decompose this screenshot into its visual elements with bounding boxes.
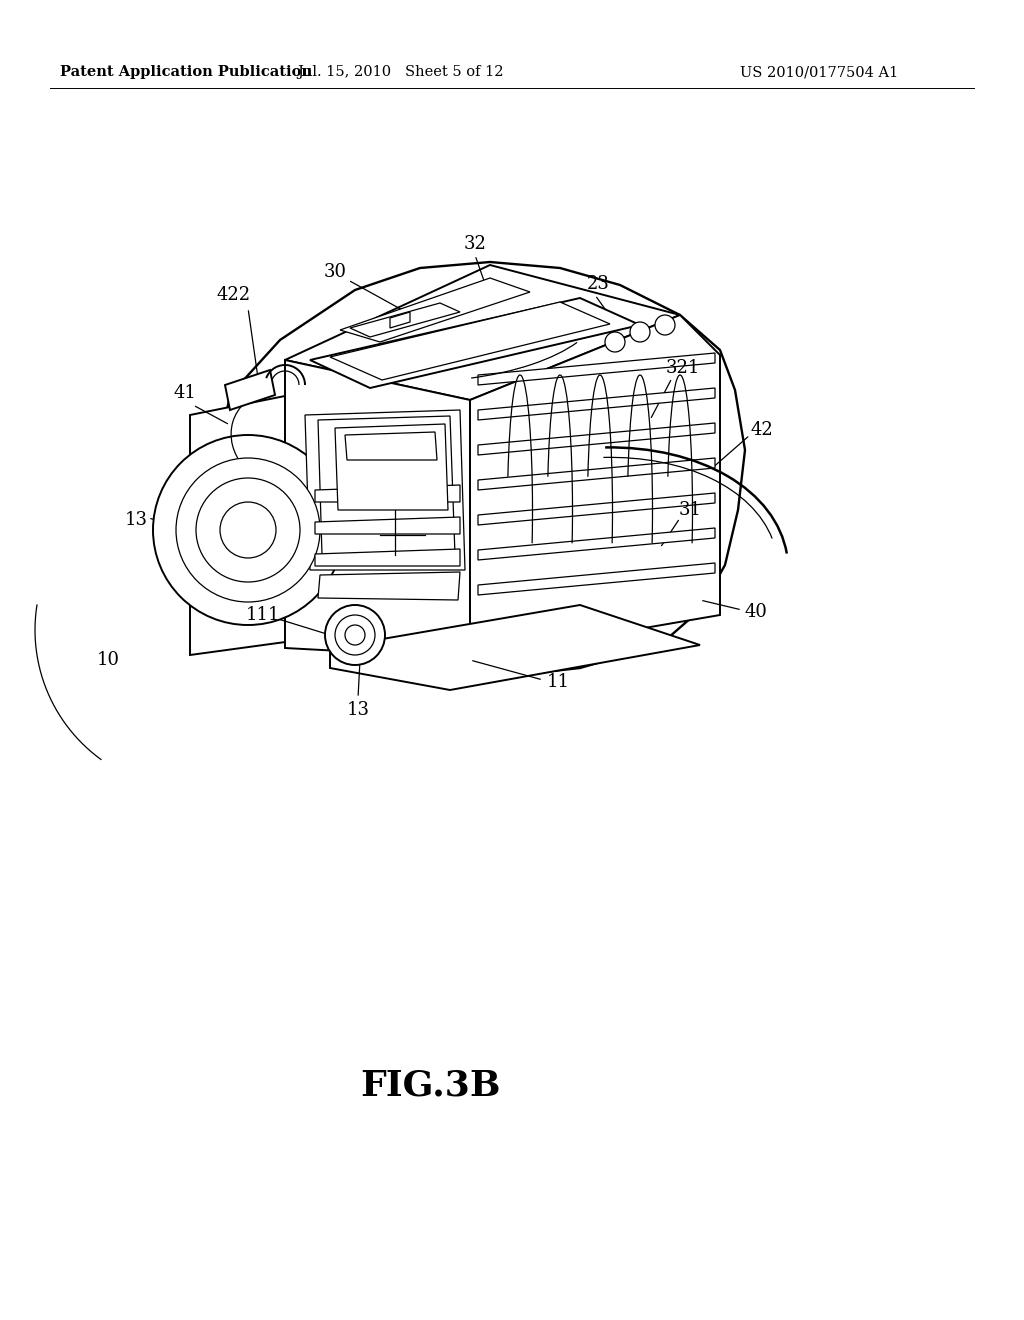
Polygon shape xyxy=(478,492,715,525)
Polygon shape xyxy=(310,298,640,388)
Text: US 2010/0177504 A1: US 2010/0177504 A1 xyxy=(740,65,898,79)
Circle shape xyxy=(630,322,650,342)
Circle shape xyxy=(196,478,300,582)
Circle shape xyxy=(220,502,276,558)
Polygon shape xyxy=(478,422,715,455)
Text: 13: 13 xyxy=(125,511,147,529)
Polygon shape xyxy=(340,279,530,342)
Text: 111: 111 xyxy=(246,606,281,624)
Circle shape xyxy=(176,458,319,602)
Text: 23: 23 xyxy=(587,275,609,293)
Text: Patent Application Publication: Patent Application Publication xyxy=(60,65,312,79)
Polygon shape xyxy=(318,572,460,601)
Polygon shape xyxy=(225,370,275,411)
Polygon shape xyxy=(330,302,610,380)
Polygon shape xyxy=(390,312,410,327)
Polygon shape xyxy=(305,411,465,570)
Text: 422: 422 xyxy=(217,286,251,304)
Polygon shape xyxy=(350,304,460,337)
Polygon shape xyxy=(315,484,460,502)
Text: 32: 32 xyxy=(464,235,486,253)
Circle shape xyxy=(325,605,385,665)
Text: 40: 40 xyxy=(744,603,767,620)
Polygon shape xyxy=(285,265,680,400)
Circle shape xyxy=(153,436,343,624)
Polygon shape xyxy=(478,564,715,595)
Circle shape xyxy=(345,624,365,645)
Polygon shape xyxy=(318,416,455,554)
Polygon shape xyxy=(330,605,700,690)
Polygon shape xyxy=(190,395,300,655)
Text: 10: 10 xyxy=(96,651,120,669)
Text: 11: 11 xyxy=(547,673,569,690)
Text: 31: 31 xyxy=(679,502,701,519)
Polygon shape xyxy=(478,458,715,490)
Polygon shape xyxy=(478,528,715,560)
Text: Jul. 15, 2010   Sheet 5 of 12: Jul. 15, 2010 Sheet 5 of 12 xyxy=(297,65,503,79)
Text: 41: 41 xyxy=(173,384,197,403)
Polygon shape xyxy=(285,360,470,657)
Text: 30: 30 xyxy=(324,263,346,281)
Polygon shape xyxy=(345,432,437,459)
Circle shape xyxy=(335,615,375,655)
Polygon shape xyxy=(478,388,715,420)
Text: FIG.3B: FIG.3B xyxy=(359,1068,501,1102)
Polygon shape xyxy=(315,517,460,535)
Circle shape xyxy=(605,333,625,352)
Polygon shape xyxy=(470,315,720,657)
Polygon shape xyxy=(210,261,745,678)
Text: 321: 321 xyxy=(666,359,700,378)
Polygon shape xyxy=(315,549,460,566)
Text: 42: 42 xyxy=(751,421,773,440)
Text: 13: 13 xyxy=(346,701,370,719)
Polygon shape xyxy=(335,424,449,510)
Polygon shape xyxy=(478,352,715,385)
Circle shape xyxy=(655,315,675,335)
